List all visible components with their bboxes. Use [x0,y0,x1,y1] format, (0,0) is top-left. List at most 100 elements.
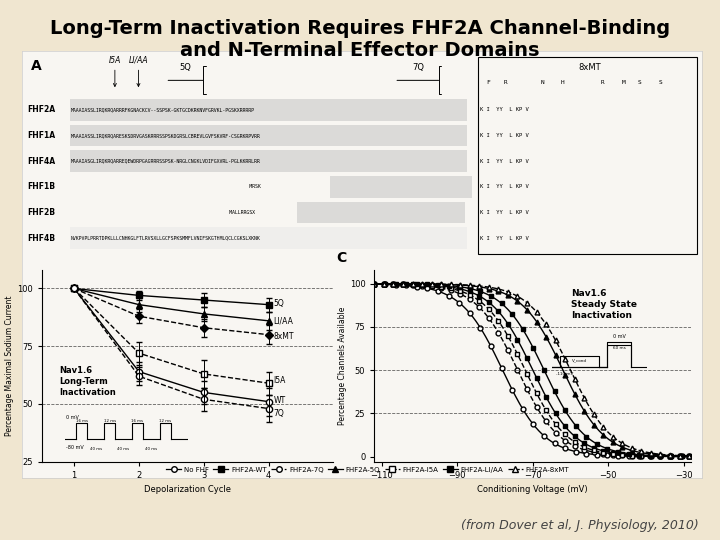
FHF2A-I5A [557,428,566,435]
Text: 8xMT: 8xMT [578,63,600,72]
Text: S: S [658,80,662,85]
Line: FHF2A-LI/AA: FHF2A-LI/AA [372,281,693,459]
FHF2A-5Q [657,452,666,458]
Text: FHF2B: FHF2B [27,208,55,217]
FHF2A-WT [637,453,646,459]
Text: LI/AA: LI/AA [274,316,294,325]
FHF2A-8xMT [637,448,646,454]
FHF2A-7Q [564,440,572,446]
Text: (from Dover et al, J. Physiology, 2010): (from Dover et al, J. Physiology, 2010) [461,519,698,532]
FHF2A-LI/AA [559,404,567,410]
FHF2A-LI/AA [371,281,379,287]
No THF [637,453,646,460]
Text: F: F [487,80,490,85]
Text: R: R [503,80,507,85]
FHF2A-7Q [637,453,646,460]
FHF2A-WT [564,427,572,433]
Text: FHF2A: FHF2A [27,105,55,114]
FHF2A-LI/AA [564,412,572,418]
Text: FHF1A: FHF1A [27,131,55,140]
Text: 7Q: 7Q [412,63,424,72]
FHF2A-WT [657,453,666,460]
Text: WT: WT [274,396,286,405]
FHF2A-LI/AA [637,451,646,458]
Bar [70,227,467,249]
No THF [687,453,696,460]
FHF2A-I5A [657,453,666,460]
FHF2A-7Q [371,281,379,287]
Line: No THF: No THF [372,282,693,459]
FHF2A-5Q [564,378,572,384]
Text: N: N [541,80,544,85]
No THF [564,446,572,453]
FHF2A-8xMT [559,352,567,358]
FHF2A-7Q [557,435,566,441]
FHF2A-7Q [370,281,379,287]
FHF2A-LI/AA [657,453,666,459]
Text: C: C [336,251,346,265]
Text: Nav1.6
Steady State
Inactivation: Nav1.6 Steady State Inactivation [571,289,636,320]
FHF2A-I5A [637,453,646,459]
FHF2A-LI/AA [370,281,379,287]
FHF2A-8xMT [557,349,566,356]
Line: FHF2A-5Q: FHF2A-5Q [372,281,693,458]
X-axis label: Conditioning Voltage (mV): Conditioning Voltage (mV) [477,485,588,494]
Text: K I  YY  L KP V: K I YY L KP V [480,184,529,190]
No THF [657,453,666,460]
Text: K I  YY  L KP V: K I YY L KP V [480,235,529,240]
FHF2A-8xMT [687,453,696,459]
Text: MALLRRGSX: MALLRRGSX [71,210,255,215]
Text: S: S [638,80,642,85]
Text: NVKPVPLPRRTDPKLLLCNHKGLFTLRVSXLLGCFSPKSMMFLVNIFSKGTHMLQCLCGKSLXKNK: NVKPVPLPRRTDPKLLLCNHKGLFTLRVSXLLGCFSPKSM… [71,235,261,240]
FHF2A-I5A [559,429,567,436]
Bar [70,125,467,146]
FHF2A-I5A [371,281,379,287]
Text: A: A [31,59,42,73]
Text: M: M [621,80,625,85]
FHF2A-7Q [687,453,696,460]
Text: MAAAIASSLIRQKRQARRRFKGNACKCV--SSPSK-GKTGCDKRKNVFGRVKL-PGSKXRRRRP: MAAAIASSLIRQKRQARRRFKGNACKCV--SSPSK-GKTG… [71,107,255,112]
FHF2A-WT [557,419,566,426]
Line: FHF2A-7Q: FHF2A-7Q [372,281,693,459]
Text: 5Q: 5Q [274,299,284,308]
Line: FHF2A-8xMT: FHF2A-8xMT [372,281,693,458]
FHF2A-8xMT [564,362,572,369]
FHF2A-WT [370,281,379,287]
Bar [478,57,697,254]
Y-axis label: Percentage Channels Available: Percentage Channels Available [338,307,347,425]
Text: Nav1.6
Long-Term
Inactivation: Nav1.6 Long-Term Inactivation [59,366,116,397]
FHF2A-8xMT [370,281,379,287]
FHF2A-LI/AA [687,453,696,460]
FHF2A-5Q [557,365,566,372]
Text: K I  YY  L KP V: K I YY L KP V [480,159,529,164]
Line: FHF2A-I5A: FHF2A-I5A [372,281,693,459]
FHF2A-WT [559,421,567,427]
FHF2A-WT [687,453,696,460]
FHF2A-7Q [559,436,567,442]
FHF2A-5Q [687,453,696,460]
Text: MRSK: MRSK [71,184,261,190]
Text: Long-Term Inactivation Requires FHF2A Channel-Binding
and N-Terminal Effector Do: Long-Term Inactivation Requires FHF2A Ch… [50,19,670,60]
Text: FHF4A: FHF4A [27,157,55,166]
FHF2A-5Q [371,281,379,287]
Text: 5Q: 5Q [179,63,192,72]
FHF2A-I5A [564,434,572,441]
Bar [297,201,465,223]
Text: 8xMT: 8xMT [274,333,294,341]
Text: MAAAIASSLIRQKRQARESKSDRVGASKRRRSSPSKDGRSLCBREVLGVFSKVRF-CSGRKRPVRR: MAAAIASSLIRQKRQARESKSDRVGASKRRRSSPSKDGRS… [71,133,261,138]
Text: K I  YY  L KP V: K I YY L KP V [480,210,529,215]
FHF2A-5Q [637,449,646,456]
Text: K I  YY  L KP V: K I YY L KP V [480,107,529,112]
No THF [371,281,379,287]
FHF2A-LI/AA [557,402,566,408]
Y-axis label: Percentage Maximal Sodium Current: Percentage Maximal Sodium Current [5,295,14,436]
X-axis label: Depolarization Cycle: Depolarization Cycle [144,485,231,494]
Text: I5A: I5A [109,56,121,86]
FHF2A-I5A [687,453,696,460]
Bar [70,99,467,121]
Text: FHF4B: FHF4B [27,233,55,242]
Bar [70,150,467,172]
Text: MAAAIASGLIRQKRQARREQEWDRPGAGRRRSSPSK-NRGLCNGKLVDIFGXVRL-PGLKKRRLRR: MAAAIASGLIRQKRQARREQEWDRPGAGRRRSSPSK-NRG… [71,159,261,164]
Text: LI/AA: LI/AA [129,56,148,86]
Text: H: H [561,80,564,85]
